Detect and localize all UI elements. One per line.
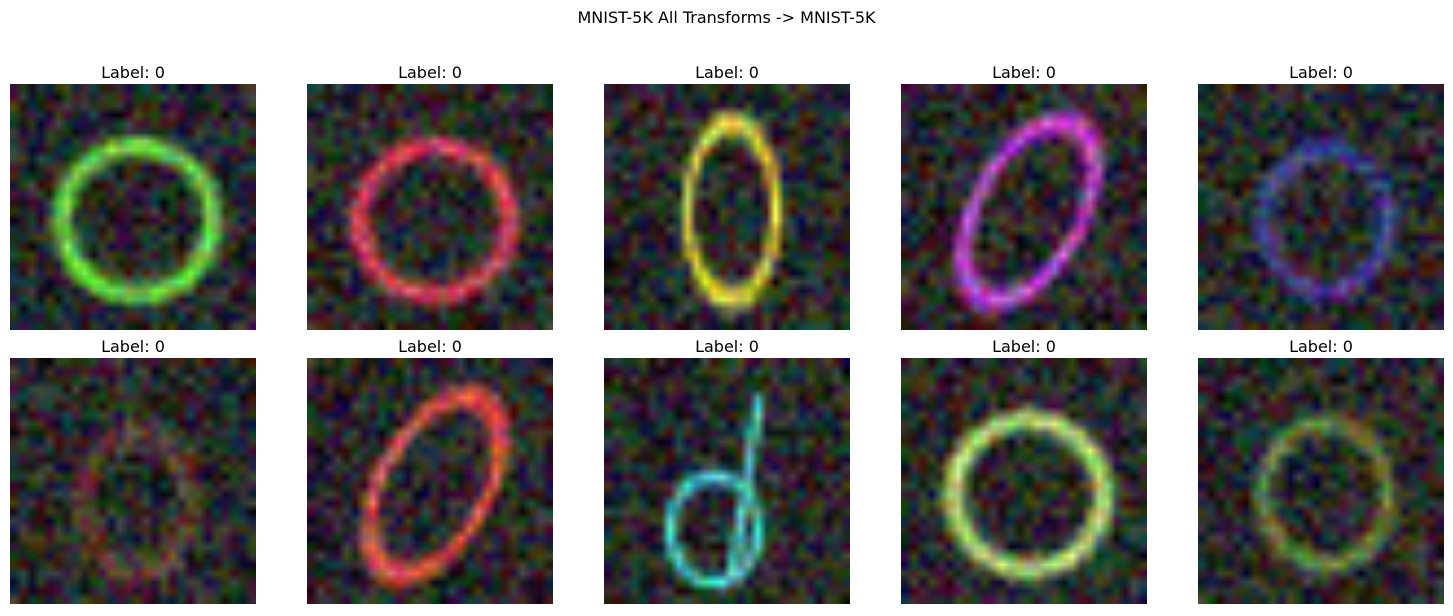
- digit-image: [10, 358, 256, 604]
- digit-image: [901, 84, 1147, 330]
- image-panel: Label: 0: [10, 336, 256, 604]
- image-panel: Label: 0: [901, 336, 1147, 604]
- image-panel: Label: 0: [307, 62, 553, 330]
- figure-title: MNIST-5K All Transforms -> MNIST-5K: [577, 8, 876, 27]
- image-panel: Label: 0: [1198, 336, 1444, 604]
- digit-image: [1198, 84, 1444, 330]
- digit-image: [901, 358, 1147, 604]
- image-panel: Label: 0: [604, 62, 850, 330]
- digit-image: [307, 358, 553, 604]
- panel-title: Label: 0: [695, 63, 759, 82]
- digit-image: [604, 84, 850, 330]
- digit-image: [1198, 358, 1444, 604]
- panel-title: Label: 0: [101, 63, 165, 82]
- image-panel: Label: 0: [1198, 62, 1444, 330]
- panel-title: Label: 0: [992, 337, 1056, 356]
- panel-title: Label: 0: [1289, 63, 1353, 82]
- panel-title: Label: 0: [398, 337, 462, 356]
- image-panel: Label: 0: [10, 62, 256, 330]
- panel-title: Label: 0: [398, 63, 462, 82]
- digit-image: [307, 84, 553, 330]
- panel-title: Label: 0: [101, 337, 165, 356]
- panel-title: Label: 0: [992, 63, 1056, 82]
- image-panel: Label: 0: [901, 62, 1147, 330]
- digit-image: [604, 358, 850, 604]
- image-panel: Label: 0: [307, 336, 553, 604]
- panel-title: Label: 0: [1289, 337, 1353, 356]
- digit-image: [10, 84, 256, 330]
- image-panel: Label: 0: [604, 336, 850, 604]
- panel-title: Label: 0: [695, 337, 759, 356]
